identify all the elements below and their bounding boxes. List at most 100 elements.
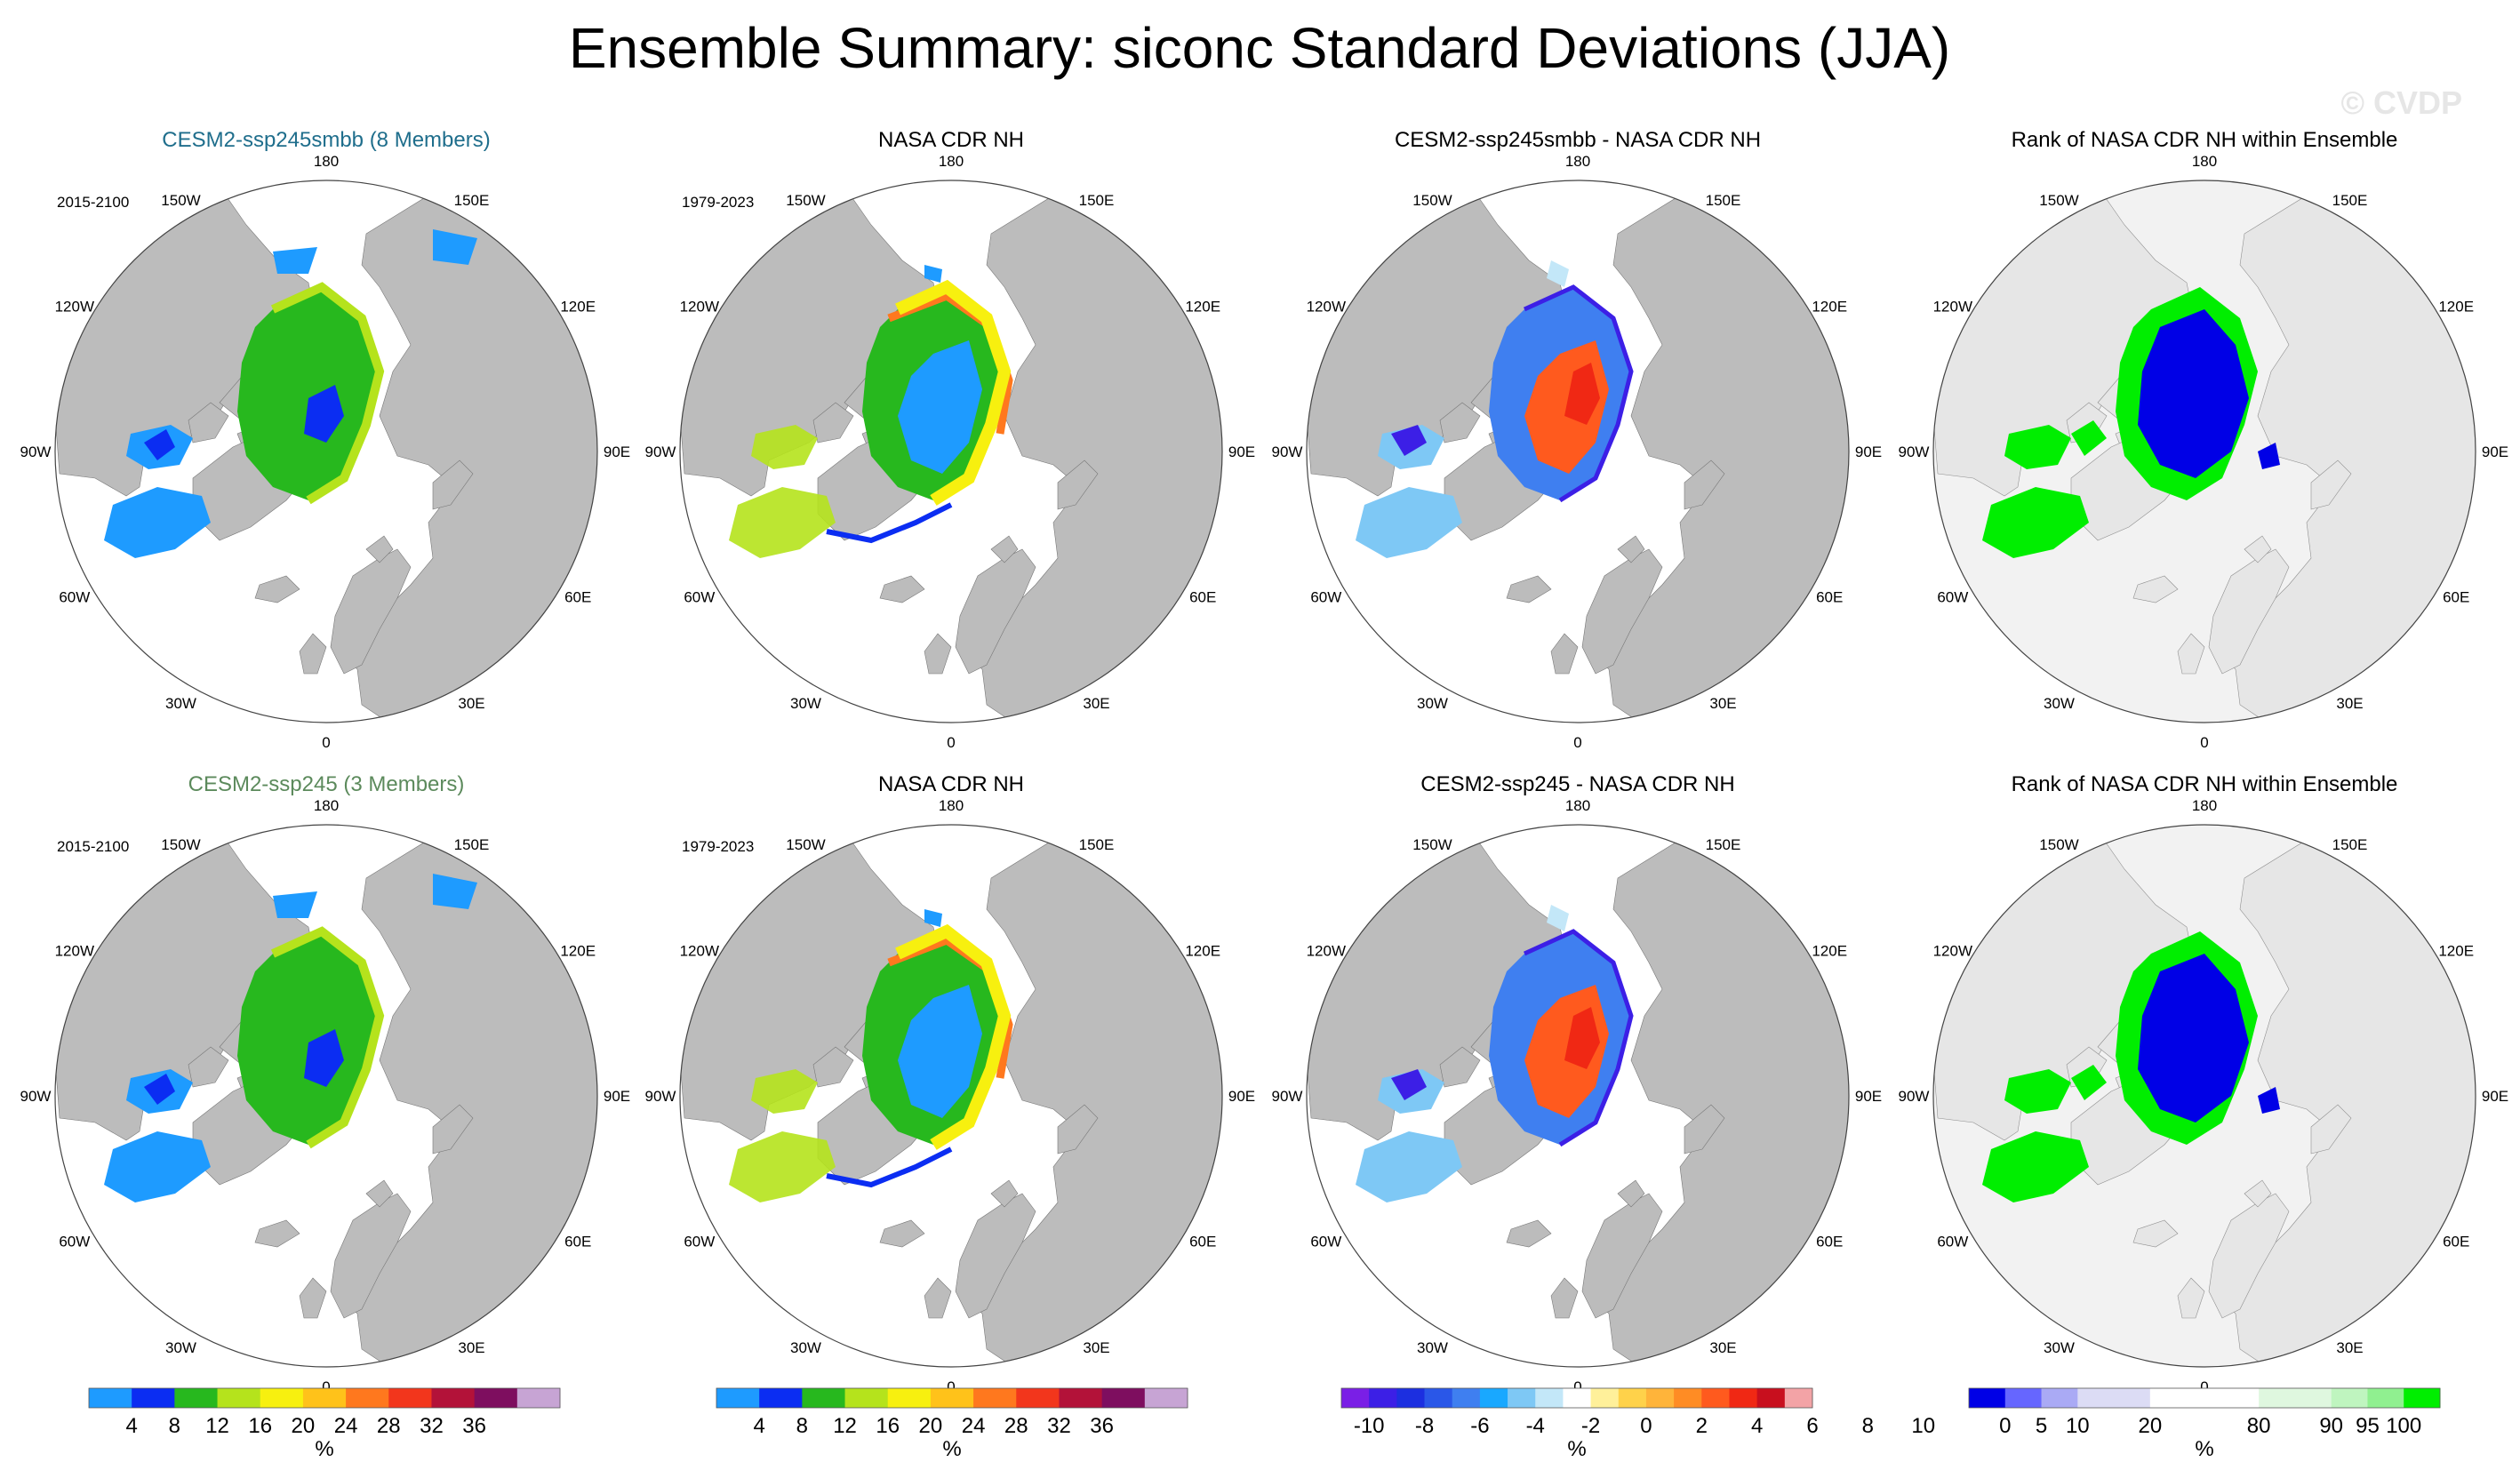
figure-title: Ensemble Summary: siconc Standard Deviat… xyxy=(569,16,1950,80)
longitude-label: 180 xyxy=(2192,797,2217,814)
longitude-label: 90W xyxy=(20,443,52,460)
polar-map xyxy=(1306,824,1850,1368)
colorbar-swatch xyxy=(1508,1388,1536,1408)
longitude-label: 30E xyxy=(458,1339,484,1356)
longitude-label: 30E xyxy=(458,695,484,712)
longitude-label: 60E xyxy=(1816,1234,1843,1250)
colorbar-swatch xyxy=(1101,1388,1146,1408)
longitude-label: 150W xyxy=(161,192,200,209)
longitude-label: 150W xyxy=(786,192,825,209)
colorbar-3: -10 -8 -6 -4 -2 0 2 4 6 8 10% xyxy=(1340,1387,1935,1461)
longitude-label: 150E xyxy=(1706,836,1741,853)
longitude-label: 120W xyxy=(680,943,719,960)
polar-map xyxy=(679,180,1223,723)
longitude-label: 90E xyxy=(2482,1088,2508,1105)
colorbar-swatch xyxy=(1674,1388,1702,1408)
longitude-label: 150E xyxy=(2332,192,2368,209)
colorbar-swatch xyxy=(302,1388,347,1408)
colorbar-swatch xyxy=(1784,1388,1813,1408)
colorbar-swatch xyxy=(1969,1388,2006,1408)
longitude-label: 90E xyxy=(604,443,630,460)
colorbar-swatch xyxy=(887,1388,932,1408)
colorbar-tick-label: 10 xyxy=(2066,1414,2090,1438)
longitude-label: 120E xyxy=(2438,943,2474,960)
longitude-label: 0 xyxy=(322,1378,330,1395)
colorbar-swatch xyxy=(2294,1388,2332,1408)
colorbar-swatch xyxy=(474,1388,518,1408)
polar-map xyxy=(1932,824,2476,1368)
colorbar-tick-label: 20 xyxy=(2138,1414,2162,1438)
colorbar-tick-label: 16 xyxy=(876,1414,900,1438)
colorbar-tick-label: 8 xyxy=(169,1414,180,1438)
longitude-label: 150W xyxy=(2039,192,2078,209)
colorbar-tick-label: -8 xyxy=(1415,1414,1434,1438)
longitude-label: 30E xyxy=(1709,1339,1736,1356)
colorbar-swatch xyxy=(1341,1388,1370,1408)
longitude-label: 120E xyxy=(560,943,596,960)
colorbar-units: % xyxy=(315,1437,333,1461)
colorbar-swatch xyxy=(2222,1388,2260,1408)
colorbar-tick-label: -4 xyxy=(1526,1414,1545,1438)
colorbar-swatch xyxy=(2259,1388,2296,1408)
colorbar-swatch xyxy=(1618,1388,1647,1408)
map-boundary xyxy=(1306,180,1850,723)
colorbar-tick-label: 8 xyxy=(1862,1414,1874,1438)
polar-map xyxy=(54,180,598,723)
longitude-label: 60E xyxy=(1189,589,1216,606)
longitude-label: 60W xyxy=(1937,1234,1968,1250)
map-boundary xyxy=(679,180,1223,723)
longitude-label: 60W xyxy=(1937,589,1968,606)
colorbar-swatch xyxy=(1590,1388,1620,1408)
longitude-label: 120W xyxy=(680,299,719,316)
longitude-label: 90W xyxy=(1899,1088,1930,1105)
longitude-label: 30E xyxy=(1709,695,1736,712)
longitude-label: 60E xyxy=(1189,1234,1216,1250)
longitude-label: 150W xyxy=(1412,836,1452,853)
longitude-label: 90E xyxy=(2482,443,2508,460)
panel-title: CESM2-ssp245 - NASA CDR NH xyxy=(1420,772,1734,796)
colorbar-swatch xyxy=(1563,1388,1592,1408)
longitude-label: 90W xyxy=(1272,443,1303,460)
longitude-label: 60W xyxy=(1310,1234,1341,1250)
colorbar-tick-label: 28 xyxy=(1004,1414,1028,1438)
colorbar-tick-label: 100 xyxy=(2386,1414,2421,1438)
longitude-label: 120E xyxy=(1812,943,1847,960)
panel-title: CESM2-ssp245 (3 Members) xyxy=(188,772,465,796)
longitude-label: 180 xyxy=(939,153,964,170)
colorbar-tick-label: 24 xyxy=(962,1414,986,1438)
longitude-label: 30W xyxy=(790,1339,821,1356)
longitude-label: 120E xyxy=(2438,299,2474,316)
longitude-label: 0 xyxy=(947,1378,955,1395)
colorbar-tick-label: 2 xyxy=(1696,1414,1708,1438)
colorbar-tick-label: 6 xyxy=(1806,1414,1818,1438)
longitude-label: 150E xyxy=(2332,836,2368,853)
longitude-label: 120E xyxy=(1812,299,1847,316)
longitude-label: 150E xyxy=(1706,192,1741,209)
colorbar-swatch xyxy=(802,1388,846,1408)
longitude-label: 60W xyxy=(59,1234,90,1250)
longitude-label: 60E xyxy=(564,1234,591,1250)
colorbar-tick-label: -2 xyxy=(1581,1414,1600,1438)
polar-map xyxy=(1306,180,1850,723)
colorbar-tick-label: -6 xyxy=(1470,1414,1489,1438)
longitude-label: 60E xyxy=(2443,1234,2469,1250)
longitude-label: 30E xyxy=(2336,695,2363,712)
panel-title: Rank of NASA CDR NH within Ensemble xyxy=(2012,128,2398,152)
colorbar-tick-label: 28 xyxy=(377,1414,401,1438)
colorbar-tick-label: 5 xyxy=(2036,1414,2047,1438)
polar-map xyxy=(54,824,598,1368)
colorbar-tick-label: 10 xyxy=(1911,1414,1935,1438)
longitude-label: 90W xyxy=(20,1088,52,1105)
colorbar-swatch xyxy=(431,1388,476,1408)
longitude-label: 150W xyxy=(2039,836,2078,853)
colorbar-swatch xyxy=(1452,1388,1481,1408)
longitude-label: 90E xyxy=(1855,443,1882,460)
panel-title: CESM2-ssp245smbb (8 Members) xyxy=(162,128,490,152)
colorbar-swatch xyxy=(260,1388,304,1408)
longitude-label: 90W xyxy=(645,1088,676,1105)
longitude-label: 120W xyxy=(55,299,94,316)
longitude-label: 120W xyxy=(1307,943,1346,960)
